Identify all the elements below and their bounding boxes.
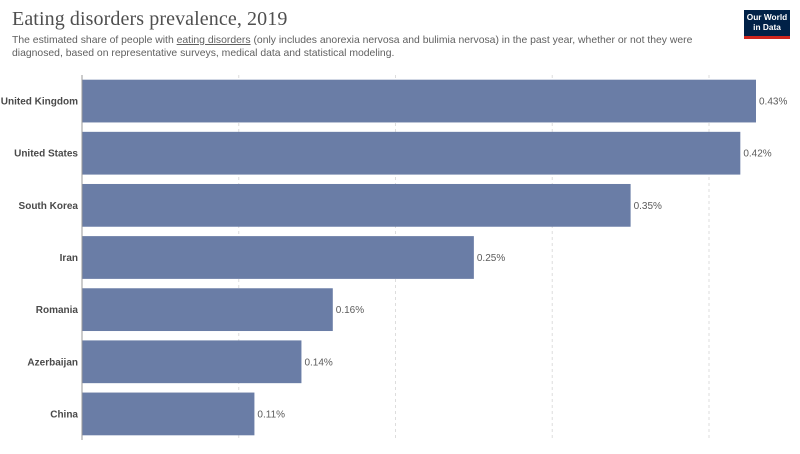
bar-iran[interactable] bbox=[82, 236, 474, 279]
category-labels: United Kingdom United States South Korea Ir… bbox=[1, 97, 79, 421]
category-label: United States bbox=[14, 149, 78, 160]
logo-accent-bar bbox=[744, 36, 790, 39]
bars bbox=[82, 79, 756, 436]
bar-romania[interactable] bbox=[82, 288, 333, 332]
subtitle-text-rest: (only includes anorexia nervosa and buli… bbox=[12, 35, 693, 59]
eating-disorders-link[interactable]: eating disorders bbox=[176, 35, 251, 46]
bar-azerbaijan[interactable] bbox=[82, 340, 302, 384]
category-label: China bbox=[50, 409, 78, 420]
subtitle-text: The estimated share of people with bbox=[12, 35, 177, 46]
value-label: 0.14% bbox=[304, 357, 332, 368]
value-label: 0.25% bbox=[477, 253, 505, 264]
category-label: Azerbaijan bbox=[27, 357, 78, 368]
value-label: 0.16% bbox=[336, 305, 364, 316]
category-label: United Kingdom bbox=[1, 97, 78, 108]
value-label: 0.42% bbox=[743, 149, 771, 160]
value-label: 0.35% bbox=[634, 201, 662, 212]
value-label: 0.11% bbox=[257, 409, 285, 420]
bar-south-korea[interactable] bbox=[82, 183, 631, 227]
logo-line-1: Our World bbox=[746, 12, 788, 22]
chart-subtitle: The estimated share of people with eatin… bbox=[12, 34, 712, 60]
bar-china[interactable] bbox=[82, 392, 255, 436]
bar-united-states[interactable] bbox=[82, 131, 741, 175]
value-label: 0.43% bbox=[759, 97, 787, 108]
value-labels: 0.43% 0.42% 0.35% 0.25% 0.16% 0.14% 0.11% bbox=[257, 97, 787, 421]
logo-line-2: in Data bbox=[753, 22, 781, 32]
bar-united-kingdom[interactable] bbox=[82, 79, 756, 123]
category-label: South Korea bbox=[19, 201, 79, 212]
owid-logo[interactable]: Our World in Data bbox=[744, 10, 790, 39]
category-label: Iran bbox=[60, 253, 78, 264]
category-label: Romania bbox=[36, 305, 79, 316]
chart-title: Eating disorders prevalence, 2019 bbox=[12, 8, 288, 30]
